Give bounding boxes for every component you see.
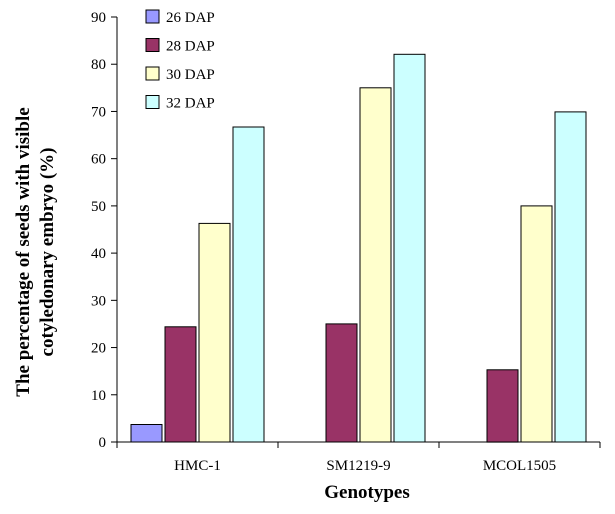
- y-axis-ticks: 0 10 20 30 40 50 60 70 80 90: [91, 10, 117, 451]
- y-axis-title-line-1: The percentage of seeds with visible: [13, 107, 34, 396]
- legend-label-32-dap: 32 DAP: [166, 96, 215, 112]
- x-tick-label-hmc-1: HMC-1: [174, 458, 221, 474]
- y-tick-label: 50: [91, 199, 106, 215]
- legend-swatch-28-dap: [145, 38, 160, 52]
- legend-swatch-32-dap: [145, 95, 160, 109]
- bar-28-dap-mcol1505: [486, 369, 519, 443]
- legend-label-30-dap: 30 DAP: [166, 67, 215, 83]
- bar-30-dap-hmc-1: [198, 222, 231, 443]
- bar-32-dap-hmc-1: [232, 126, 265, 443]
- y-tick-label: 30: [91, 293, 106, 309]
- axes: [116, 17, 600, 443]
- bar-32-dap-sm1219-9: [393, 53, 426, 443]
- x-tick-label-sm1219-9: SM1219-9: [326, 458, 390, 474]
- bar-26-dap-hmc-1: [130, 424, 163, 443]
- bar-30-dap-sm1219-9: [359, 87, 392, 443]
- legend-swatch-30-dap: [145, 66, 160, 81]
- y-axis-title-line-2: cotyledonary embryo (%): [37, 148, 58, 357]
- bar-30-dap-mcol1505: [520, 205, 553, 443]
- x-axis-ticks: HMC-1 SM1219-9 MCOL1505: [116, 442, 601, 474]
- legend-swatch-26-dap: [145, 9, 160, 24]
- y-tick-label: 60: [91, 152, 106, 168]
- y-tick-label: 10: [91, 388, 106, 404]
- legend: 26 DAP 28 DAP 30 DAP 32 DAP: [145, 9, 215, 112]
- y-tick-label: 90: [91, 10, 106, 26]
- bar-28-dap-sm1219-9: [325, 323, 358, 443]
- legend-label-28-dap: 28 DAP: [166, 39, 215, 55]
- bar-32-dap-mcol1505: [554, 111, 587, 443]
- y-tick-label: 20: [91, 341, 106, 357]
- y-tick-label: 0: [99, 435, 107, 451]
- y-tick-label: 80: [91, 57, 106, 73]
- y-tick-label: 40: [91, 246, 106, 262]
- x-tick-label-mcol1505: MCOL1505: [483, 458, 556, 474]
- x-axis-title: Genotypes: [324, 482, 410, 503]
- legend-label-26-dap: 26 DAP: [166, 10, 215, 26]
- y-tick-label: 70: [91, 104, 106, 120]
- bars-layer: [130, 53, 587, 443]
- bar-28-dap-hmc-1: [164, 326, 197, 443]
